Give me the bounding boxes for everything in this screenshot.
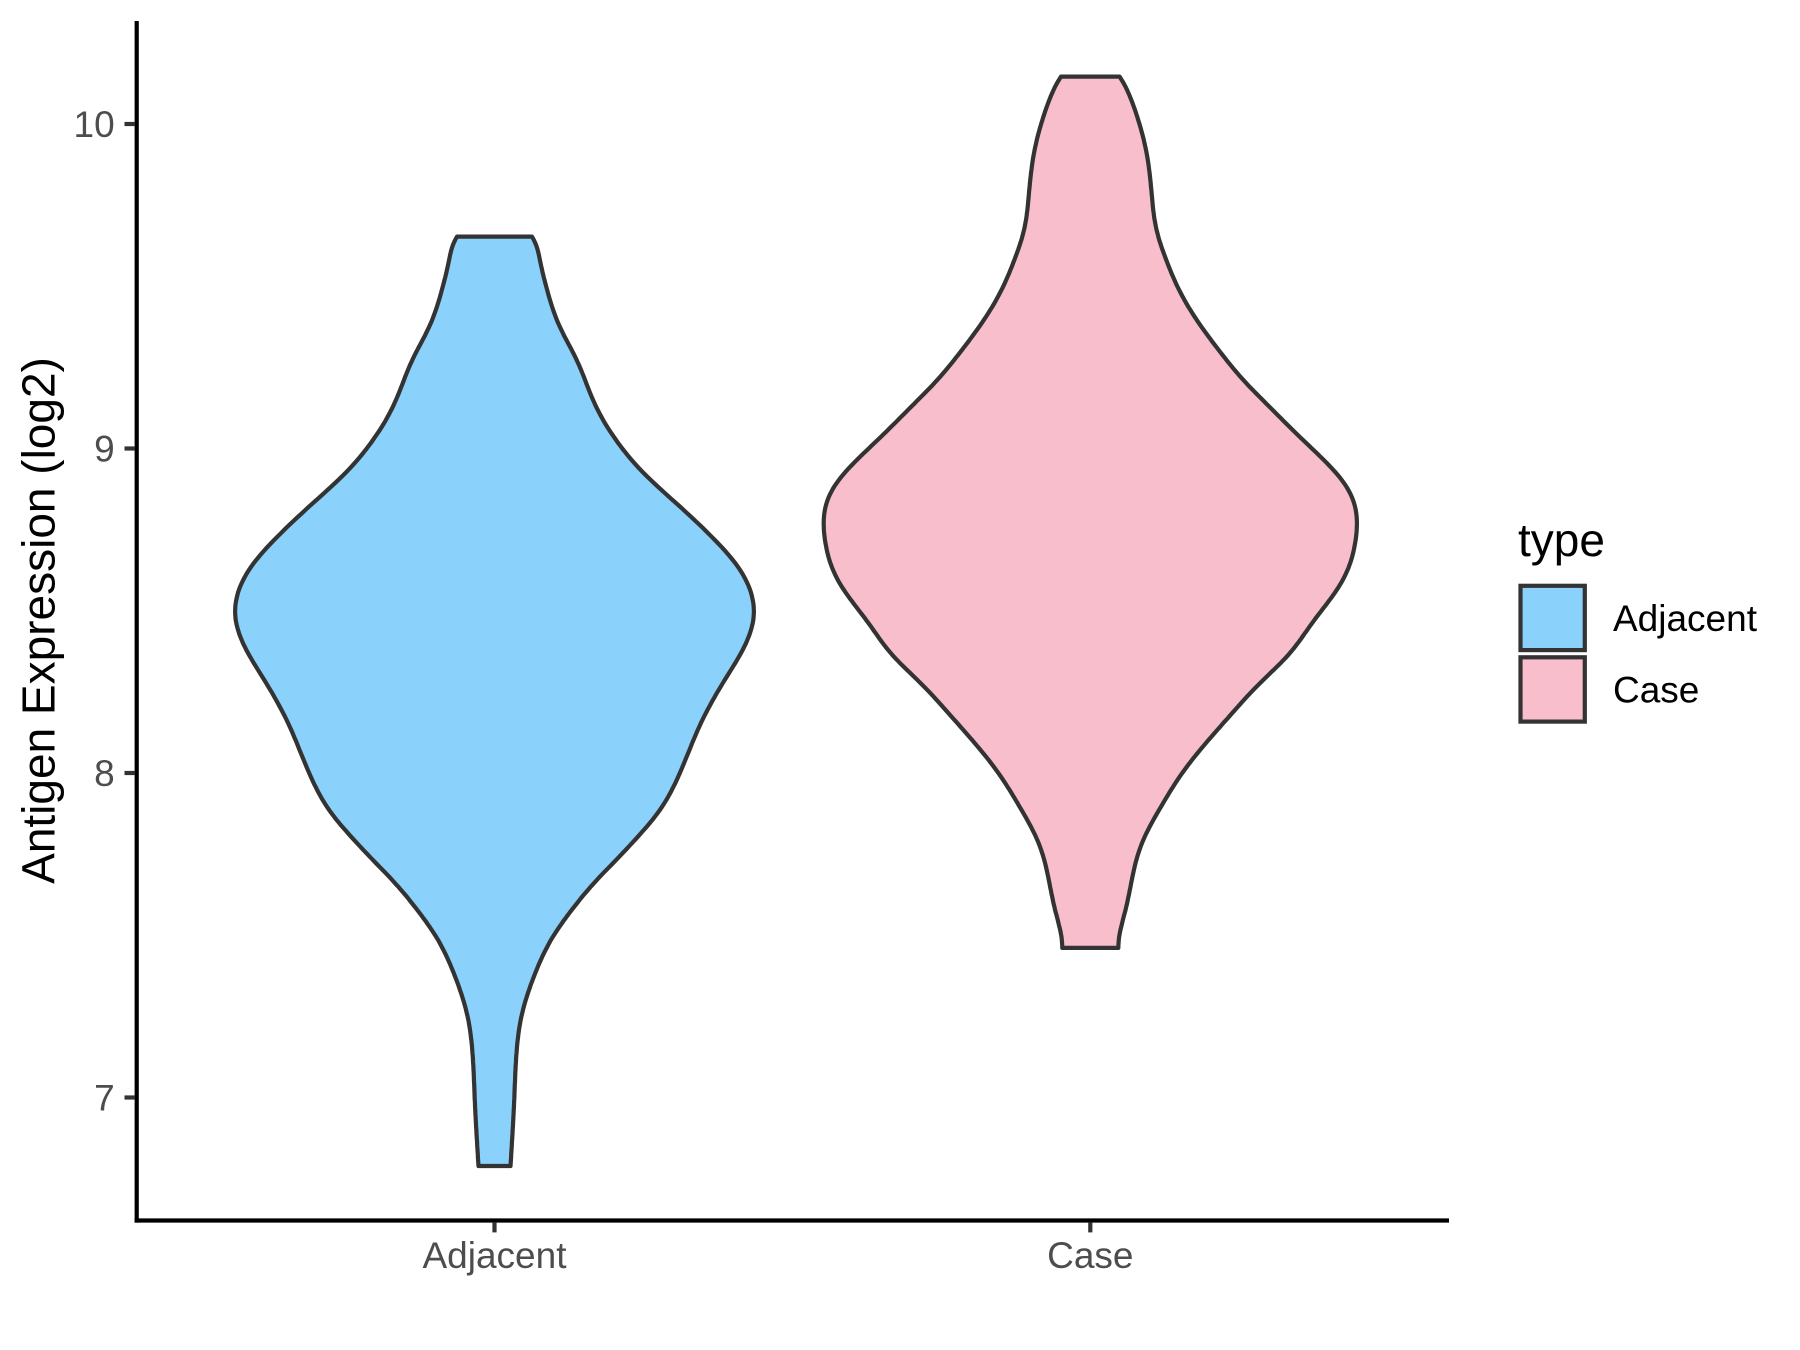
- svg-text:9: 9: [94, 429, 115, 470]
- svg-text:Adjacent: Adjacent: [1613, 598, 1758, 639]
- svg-text:Antigen Expression (log2): Antigen Expression (log2): [13, 357, 65, 884]
- svg-text:8: 8: [94, 753, 115, 794]
- svg-text:Case: Case: [1613, 670, 1699, 711]
- svg-text:type: type: [1518, 514, 1605, 566]
- svg-text:10: 10: [74, 104, 115, 145]
- svg-text:7: 7: [94, 1078, 115, 1119]
- svg-text:Adjacent: Adjacent: [423, 1235, 568, 1276]
- svg-text:Case: Case: [1047, 1235, 1133, 1276]
